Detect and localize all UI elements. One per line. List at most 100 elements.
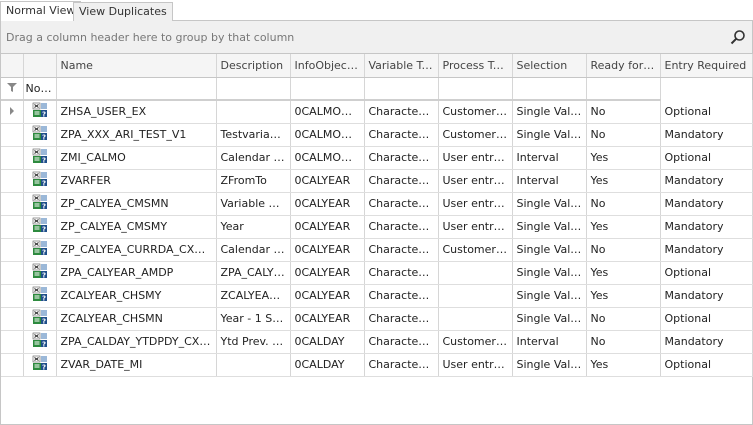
row-indicator[interactable] xyxy=(1,261,24,285)
cell-entry-required[interactable]: Mandatory xyxy=(660,169,753,193)
cell-ready-for-i[interactable]: No xyxy=(586,100,661,124)
cell-ready-for-i[interactable]: Yes xyxy=(586,146,661,170)
cell-variable-type[interactable]: Characteris... xyxy=(364,100,439,124)
cell-selection[interactable]: Interval xyxy=(512,169,587,193)
cell-variable-type[interactable]: Characteris... xyxy=(364,146,439,170)
cell-ready-for-i[interactable]: Yes xyxy=(586,284,661,308)
filter-cell[interactable] xyxy=(216,77,291,101)
filter-icon[interactable] xyxy=(1,77,24,101)
cell-infoobject[interactable]: 0CALMONTH xyxy=(290,100,365,124)
row-indicator[interactable] xyxy=(1,307,24,331)
cell-infoobject[interactable]: 0CALYEAR xyxy=(290,215,365,239)
filter-cell[interactable] xyxy=(56,77,217,101)
cell-description[interactable]: Variable wit... xyxy=(216,192,291,216)
filter-cell[interactable] xyxy=(438,77,513,101)
cell-name[interactable]: ZPA_XXX_ARI_TEST_V1 xyxy=(56,123,217,147)
column-header-ready-for-i[interactable]: Ready for I... xyxy=(586,54,661,78)
cell-description[interactable]: Calendar y... xyxy=(216,238,291,262)
cell-process-type[interactable]: User entry ... xyxy=(438,146,513,170)
column-header-variable-type[interactable]: Variable Type xyxy=(364,54,439,78)
cell-name[interactable]: ZP_CALYEA_CMSMN xyxy=(56,192,217,216)
table-row[interactable]: ? ZCALYEAR_CHSMY ZCALYEAR... 0CALYEAR Charac… xyxy=(1,284,753,308)
cell-variable-type[interactable]: Characteris... xyxy=(364,169,439,193)
cell-selection[interactable]: Single Value... xyxy=(512,261,587,285)
cell-infoobject[interactable]: 0CALMONTH xyxy=(290,146,365,170)
cell-variable-type[interactable]: Characteris... xyxy=(364,123,439,147)
cell-name[interactable]: ZVAR_DATE_MI xyxy=(56,353,217,377)
table-row[interactable]: ? ZP_CALYEA_CURRDA_CXSMN Calendar y... 0CAL… xyxy=(1,238,753,262)
cell-ready-for-i[interactable]: No xyxy=(586,307,661,331)
cell-selection[interactable]: Interval xyxy=(512,330,587,354)
cell-entry-required[interactable]: Mandatory xyxy=(660,238,753,262)
cell-ready-for-i[interactable]: No xyxy=(586,330,661,354)
table-row[interactable]: ? ZHSA_USER_EX 0CALMONTH Characteris... Cust… xyxy=(1,100,753,124)
cell-infoobject[interactable]: 0CALYEAR xyxy=(290,169,365,193)
cell-variable-type[interactable]: Characteris... xyxy=(364,261,439,285)
cell-process-type[interactable]: User entry ... xyxy=(438,192,513,216)
cell-variable-type[interactable]: Characteris... xyxy=(364,307,439,331)
column-header-name[interactable]: Name xyxy=(56,54,217,78)
tab-normal-view[interactable]: Normal View xyxy=(0,1,82,22)
cell-description[interactable] xyxy=(216,100,291,124)
cell-entry-required[interactable]: Optional xyxy=(660,146,753,170)
group-panel[interactable]: Drag a column header here to group by th… xyxy=(1,21,752,54)
filter-cell[interactable]: No i... xyxy=(23,77,57,101)
cell-infoobject[interactable]: 0CALDAY xyxy=(290,330,365,354)
row-indicator[interactable] xyxy=(1,353,24,377)
filter-cell[interactable] xyxy=(586,77,661,101)
table-row[interactable]: ? ZP_CALYEA_CMSMN Variable wit... 0CALYEAR C… xyxy=(1,192,753,216)
cell-infoobject[interactable]: 0CALYEAR xyxy=(290,238,365,262)
cell-selection[interactable]: Single Value... xyxy=(512,353,587,377)
cell-variable-type[interactable]: Characteris... xyxy=(364,330,439,354)
filter-cell[interactable] xyxy=(512,77,587,101)
table-row[interactable]: ? ZPA_CALYEAR_AMDP ZPA_CALYE... 0CALYEAR Cha… xyxy=(1,261,753,285)
cell-process-type[interactable]: Customer e... xyxy=(438,123,513,147)
cell-process-type[interactable]: User entry ... xyxy=(438,215,513,239)
column-header-selection[interactable]: Selection xyxy=(512,54,587,78)
cell-name[interactable]: ZPA_CALYEAR_AMDP xyxy=(56,261,217,285)
auto-filter-row[interactable]: No i... xyxy=(1,77,752,101)
row-indicator[interactable] xyxy=(1,123,24,147)
cell-ready-for-i[interactable]: Yes xyxy=(586,261,661,285)
cell-process-type[interactable] xyxy=(438,307,513,331)
cell-variable-type[interactable]: Characteris... xyxy=(364,215,439,239)
row-indicator[interactable] xyxy=(1,192,24,216)
cell-ready-for-i[interactable]: Yes xyxy=(586,215,661,239)
cell-variable-type[interactable]: Characteris... xyxy=(364,284,439,308)
cell-name[interactable]: ZPA_CALDAY_YTDPDY_CXIMN xyxy=(56,330,217,354)
tab-view-duplicates[interactable]: View Duplicates xyxy=(73,2,173,22)
cell-process-type[interactable]: User entry ... xyxy=(438,169,513,193)
cell-description[interactable]: Calendar M... xyxy=(216,146,291,170)
table-row[interactable]: ? ZP_CALYEA_CMSMY Year 0CALYEAR Characteris.… xyxy=(1,215,753,239)
cell-entry-required[interactable]: Mandatory xyxy=(660,192,753,216)
cell-selection[interactable]: Single Value... xyxy=(512,100,587,124)
cell-selection[interactable]: Single Value... xyxy=(512,307,587,331)
cell-selection[interactable]: Single Value... xyxy=(512,123,587,147)
column-header-description[interactable]: Description xyxy=(216,54,291,78)
row-indicator[interactable] xyxy=(1,238,24,262)
cell-name[interactable]: ZVARFER xyxy=(56,169,217,193)
cell-infoobject[interactable]: 0CALDAY xyxy=(290,353,365,377)
column-header-entry-required[interactable]: Entry Required xyxy=(660,54,753,78)
cell-selection[interactable]: Interval xyxy=(512,146,587,170)
cell-infoobject[interactable]: 0CALYEAR xyxy=(290,284,365,308)
cell-ready-for-i[interactable]: No xyxy=(586,238,661,262)
cell-ready-for-i[interactable]: Yes xyxy=(586,169,661,193)
table-row[interactable]: ? ZVAR_DATE_MI 0CALDAY Characteris... User e… xyxy=(1,353,753,377)
cell-process-type[interactable]: Customer e... xyxy=(438,100,513,124)
cell-process-type[interactable]: Customer e... xyxy=(438,330,513,354)
cell-process-type[interactable]: Customer e... xyxy=(438,238,513,262)
cell-ready-for-i[interactable]: No xyxy=(586,123,661,147)
cell-infoobject[interactable]: 0CALYEAR xyxy=(290,192,365,216)
row-indicator[interactable] xyxy=(1,330,24,354)
cell-variable-type[interactable]: Characteris... xyxy=(364,238,439,262)
row-indicator[interactable] xyxy=(1,146,24,170)
cell-name[interactable]: ZP_CALYEA_CMSMY xyxy=(56,215,217,239)
cell-process-type[interactable]: User entry ... xyxy=(438,353,513,377)
cell-name[interactable]: ZMI_CALMO xyxy=(56,146,217,170)
cell-name[interactable]: ZP_CALYEA_CURRDA_CXSMN xyxy=(56,238,217,262)
cell-selection[interactable]: Single Value... xyxy=(512,215,587,239)
cell-selection[interactable]: Single Value... xyxy=(512,192,587,216)
cell-process-type[interactable] xyxy=(438,284,513,308)
row-indicator[interactable] xyxy=(1,169,24,193)
